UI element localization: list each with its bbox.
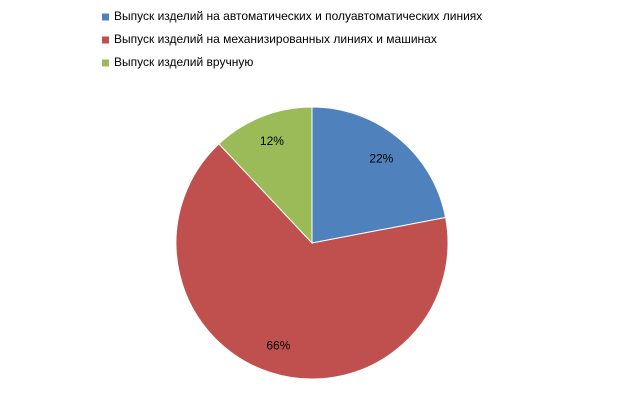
legend-swatch (102, 59, 109, 67)
pie-slice (218, 106, 313, 245)
legend-swatch (102, 13, 109, 21)
legend-label: Выпуск изделий на автоматических и полуа… (114, 9, 482, 23)
legend-label: Выпуск изделий вручную (114, 55, 253, 69)
data-label: 22% (369, 151, 393, 165)
legend-swatch (102, 36, 109, 44)
legend-label: Выпуск изделий на механизированных линия… (114, 32, 437, 46)
pie-slice (311, 106, 447, 244)
pie-slice (175, 143, 449, 380)
data-label: 12% (260, 134, 284, 148)
data-label: 66% (266, 339, 290, 353)
